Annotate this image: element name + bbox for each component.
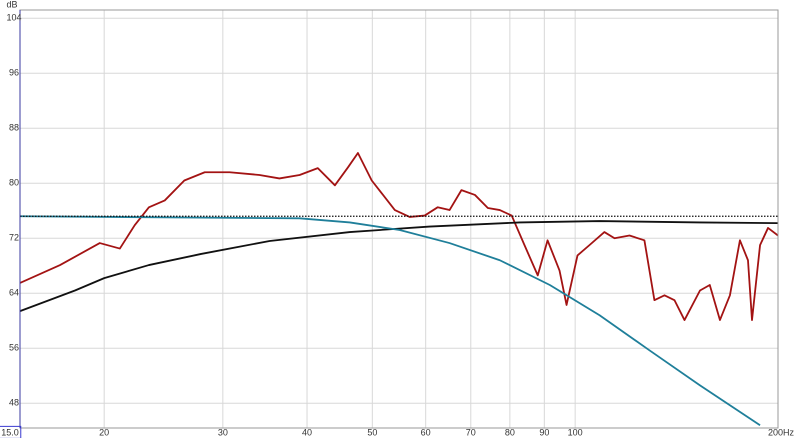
- y-tick-label: 88: [9, 123, 19, 133]
- x-tick-label: 15.0: [1, 427, 19, 437]
- y-tick-label: 72: [9, 233, 19, 243]
- x-tick-label: 200Hz: [768, 427, 795, 437]
- x-tick-label: 60: [421, 427, 431, 437]
- y-tick-label: 48: [9, 398, 19, 408]
- x-tick-label: 100: [568, 427, 583, 437]
- plot-frame: [19, 9, 779, 429]
- x-tick-label: 20: [99, 427, 109, 437]
- y-tick-label: 104: [6, 13, 21, 23]
- series-line: [20, 220, 778, 312]
- x-tick-label: 30: [218, 427, 228, 437]
- y-tick-label: 56: [9, 343, 19, 353]
- y-tick-label: 80: [9, 178, 19, 188]
- x-tick-label: 50: [367, 427, 377, 437]
- plot-area: [20, 152, 778, 426]
- x-tick-label: 70: [466, 427, 476, 437]
- grid: [19, 10, 779, 428]
- y-tick-label: 64: [9, 288, 19, 298]
- x-tick-label: 90: [539, 427, 549, 437]
- y-axis-label: dB: [6, 0, 17, 9]
- y-tick-label: 96: [9, 68, 19, 78]
- x-start-box: [0, 425, 22, 438]
- x-tick-label: 80: [505, 427, 515, 437]
- series-line: [20, 152, 778, 321]
- series-line: [20, 215, 761, 426]
- x-tick-label: 40: [302, 427, 312, 437]
